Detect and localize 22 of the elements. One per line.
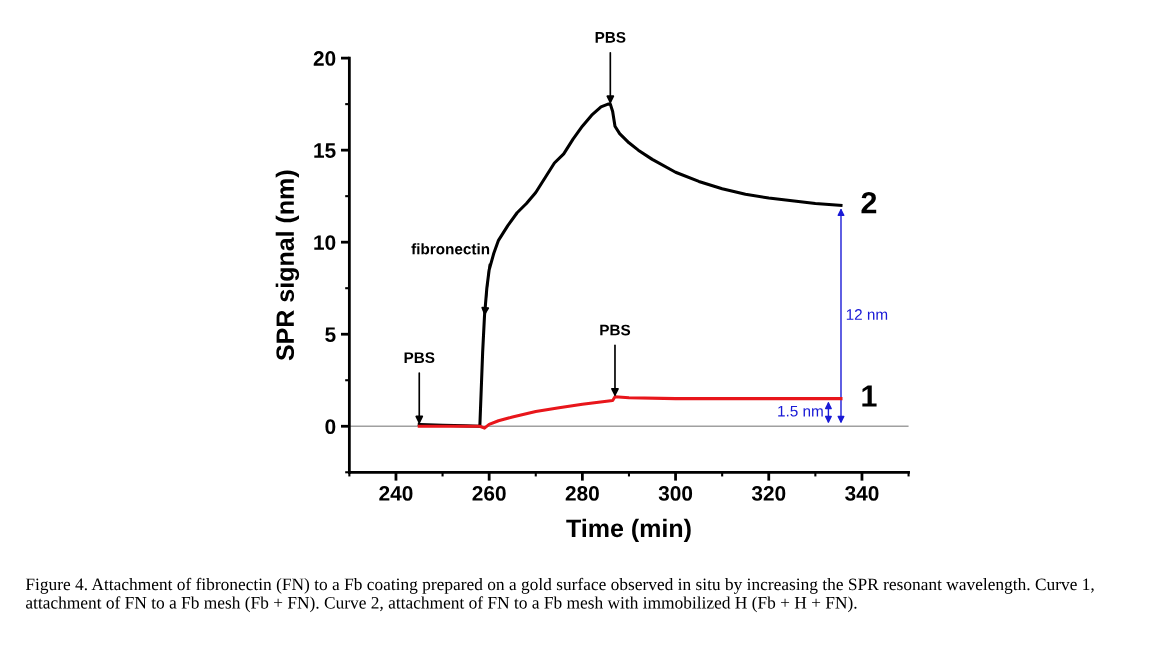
annotation: PBS [600, 324, 631, 336]
y-tick-label: 10 [314, 235, 336, 250]
y-tick-label: 20 [313, 51, 336, 66]
annotation: PBS [404, 352, 435, 364]
y-tick-label: 5 [325, 327, 336, 342]
x-tick-label: 280 [565, 486, 599, 501]
x-tick-label: 340 [845, 486, 879, 501]
caption: Figure 4. Attachment of fibronectin (FN) to a Fb coating prepared on a gold surface observed in situ by increasing the SPR resonant wavelength. Curve 1, attachment of FN to a Fb mesh (Fb + FN). Curve 2, attachment of FN to a Fb mesh with immobilized H (Fb + H + FN). [25, 577, 1094, 613]
annotation: 1.5 nm [778, 405, 823, 417]
y-tick-label: 0 [325, 419, 336, 435]
series-label: 1 [862, 385, 877, 407]
x-tick-label: 320 [751, 486, 786, 501]
y-tick-label: 15 [314, 143, 336, 158]
x-axis-title: Time (min) [566, 518, 691, 543]
x-tick-label: 300 [658, 486, 693, 501]
y-axis-title: SPR signal (nm) [275, 170, 300, 361]
x-tick-label: 260 [472, 486, 506, 501]
annotation: fibronectin [411, 243, 490, 255]
x-tick-label: 240 [379, 486, 413, 501]
series-label: 2 [861, 191, 877, 214]
annotation: 12 nm [846, 309, 888, 320]
annotation: PBS [595, 31, 626, 43]
